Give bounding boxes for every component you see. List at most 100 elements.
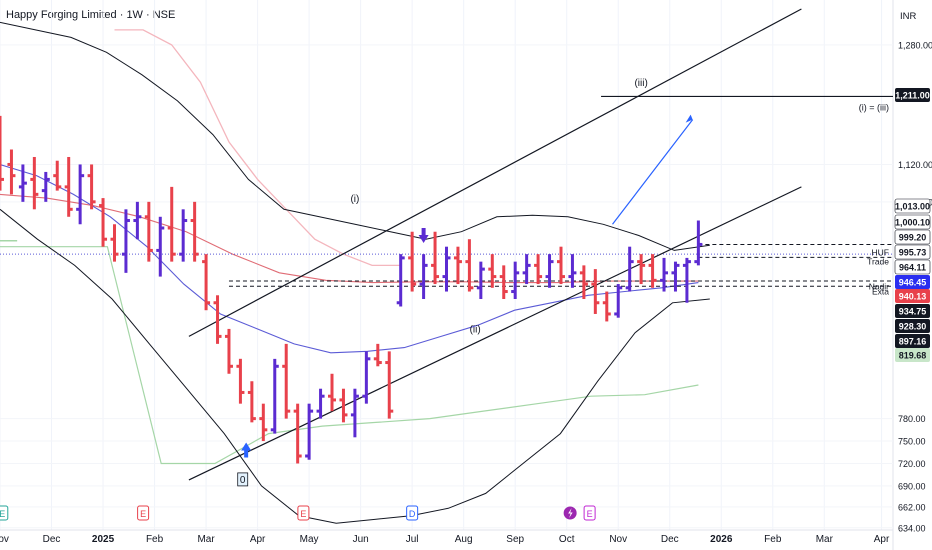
ohlc-bar: [465, 239, 474, 292]
ohlc-bar: [270, 358, 279, 434]
x-tick-label: Oct: [559, 534, 575, 545]
price-tag-label: 897.16: [899, 337, 927, 347]
event-marker-label: D: [409, 509, 416, 519]
ohlc-bar: [694, 220, 703, 266]
x-tick-label: 2025: [92, 534, 115, 545]
projection-arrow: [612, 119, 694, 225]
ohlc-bar: [453, 246, 462, 285]
ohlc-bar: [282, 343, 291, 419]
wave-label: (ii): [470, 325, 481, 336]
x-tick-label: Apr: [874, 534, 890, 545]
price-tag-label: 819.68: [899, 351, 927, 361]
y-tick-label: 750.00: [898, 437, 926, 447]
side-label: Trade: [867, 257, 889, 267]
ohlc-bar: [236, 358, 245, 404]
price-tag-label: 1,211.00: [895, 91, 930, 101]
ohlc-bar: [87, 164, 96, 210]
ohlc-bar: [488, 254, 497, 288]
ohlc-bar: [76, 164, 85, 225]
wave-label: (i) = (iii): [859, 102, 889, 112]
price-tag: [895, 348, 930, 362]
ohlc-bar: [18, 164, 27, 202]
ohlc-bar: [602, 291, 611, 322]
ohlc-bar: [30, 156, 39, 210]
ohlc-bar: [99, 198, 108, 247]
price-tag: [895, 289, 930, 303]
ohlc-bar: [660, 257, 669, 292]
price-tag-label: 1,000.10: [895, 218, 930, 228]
blue-ma-line: [0, 163, 699, 354]
price-tag-label: 964.11: [899, 263, 926, 273]
ohlc-bar: [419, 254, 428, 300]
ohlc-bar: [442, 246, 451, 292]
event-marker: [0, 505, 9, 521]
price-tag: [894, 198, 931, 214]
green-trail-line: [0, 246, 699, 465]
wave-label: (i): [350, 194, 359, 205]
ohlc-bar: [396, 254, 405, 307]
x-tick-label: Feb: [146, 534, 164, 545]
price-tag-label: 934.75: [899, 307, 927, 317]
y-tick-label: 1,120.00: [898, 160, 932, 170]
ohlc-bar: [156, 216, 165, 277]
ohlc-bar: [224, 328, 233, 374]
ohlc-bar: [431, 231, 440, 285]
price-tag-label: 946.45: [899, 278, 927, 288]
ohlc-bar: [499, 265, 508, 300]
x-tick-label: Aug: [455, 534, 473, 545]
y-tick-label: 1,280.00: [898, 40, 932, 50]
ohlc-bar: [408, 231, 417, 292]
x-tick-label: Nov: [0, 534, 9, 545]
event-marker-label: E: [300, 509, 306, 519]
event-marker: [137, 505, 150, 521]
x-tick-label: Mar: [816, 534, 834, 545]
wave-zero-box: [237, 472, 249, 487]
ohlc-bar: [247, 381, 256, 423]
x-tick-label: Apr: [250, 534, 266, 545]
ohlc-bar: [476, 261, 485, 300]
ohlc-bar: [614, 284, 623, 318]
x-tick-label: May: [300, 534, 319, 545]
x-tick-label: Feb: [764, 534, 782, 545]
pink-trail-line: [114, 29, 401, 267]
x-tick-label: 2026: [710, 534, 733, 545]
lightning-bolt: [568, 508, 573, 518]
ohlc-bar: [373, 343, 382, 367]
price-tag: [894, 259, 931, 275]
channel-lower-line: [188, 186, 802, 481]
event-marker: [583, 505, 596, 521]
ohlc-bar: [556, 246, 565, 285]
upper-band-line: [0, 21, 710, 251]
currency-label: INR: [900, 11, 917, 22]
ohlc-bar: [305, 403, 314, 460]
price-tag-label: 940.13: [899, 292, 927, 302]
ohlc-bar: [511, 261, 520, 300]
ohlc-bar: [648, 254, 657, 288]
y-tick-label: 662.00: [898, 502, 926, 512]
ohlc-bar: [328, 373, 337, 412]
ohlc-bar: [362, 351, 371, 404]
x-tick-label: Jun: [353, 534, 369, 545]
ohlc-bar: [64, 156, 73, 217]
ohlc-bar: [385, 351, 394, 419]
ohlc-bar: [121, 209, 130, 273]
lower-band-line: [0, 208, 710, 524]
channel-upper-line: [188, 8, 802, 337]
x-tick-label: Nov: [609, 534, 627, 545]
price-tag-label: 999.20: [899, 233, 927, 243]
y-tick-label: 780.00: [898, 414, 926, 424]
y-tick-label: 634.00: [898, 523, 926, 533]
ohlc-bar: [0, 115, 4, 191]
x-tick-label: Dec: [661, 534, 679, 545]
price-tag: [895, 88, 930, 102]
ohlc-bar: [202, 254, 211, 311]
x-tick-label: Jul: [406, 534, 419, 545]
event-marker: [297, 505, 310, 521]
ohlc-bar: [133, 201, 142, 240]
event-marker-label: E: [140, 509, 146, 519]
ohlc-bar: [167, 186, 176, 262]
price-tag-label: 928.30: [899, 322, 927, 332]
ohlc-bar: [579, 265, 588, 300]
